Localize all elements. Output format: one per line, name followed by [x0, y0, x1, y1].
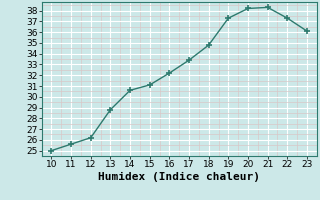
X-axis label: Humidex (Indice chaleur): Humidex (Indice chaleur)	[98, 172, 260, 182]
